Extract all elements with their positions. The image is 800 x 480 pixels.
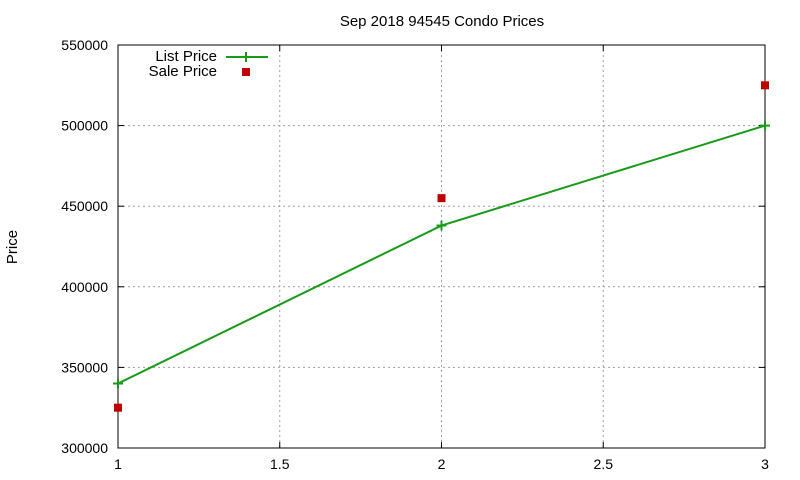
axis-ticks: 1 1.5 2 2.5 3 300000 350000 400000 450000 500000 5… <box>61 37 769 472</box>
x-tick-label: 2.5 <box>594 456 614 472</box>
plot-frame <box>117 44 766 449</box>
y-tick-label: 500000 <box>61 118 108 134</box>
chart-title: Sep 2018 94545 Condo Prices <box>340 13 544 30</box>
legend-marker-list-price <box>241 52 251 62</box>
legend-label-sale-price: Sale Price <box>149 63 217 80</box>
sale-price-point <box>114 403 122 412</box>
y-tick-label: 300000 <box>61 440 108 456</box>
x-tick-label: 1 <box>114 456 122 472</box>
x-tick-label: 2 <box>438 456 446 472</box>
list-price-point <box>436 220 447 231</box>
y-axis-label: Price <box>4 230 21 264</box>
x-tick-label: 1.5 <box>270 456 290 472</box>
grid <box>118 45 765 448</box>
x-tick-label: 3 <box>761 456 769 472</box>
sale-price-point <box>437 194 446 203</box>
legend: List Price Sale Price <box>149 48 268 80</box>
series-layer <box>113 81 770 412</box>
y-tick-label: 450000 <box>61 198 108 214</box>
list-price-point <box>760 120 770 131</box>
legend-label-list-price: List Price <box>155 48 217 65</box>
sale-price-point <box>761 81 769 90</box>
y-tick-label: 400000 <box>61 279 108 295</box>
list-price-line <box>117 124 766 385</box>
y-tick-label: 350000 <box>61 359 108 375</box>
list-price-point <box>113 378 123 389</box>
y-tick-label: 550000 <box>61 37 108 53</box>
legend-marker-sale-price <box>242 68 250 76</box>
